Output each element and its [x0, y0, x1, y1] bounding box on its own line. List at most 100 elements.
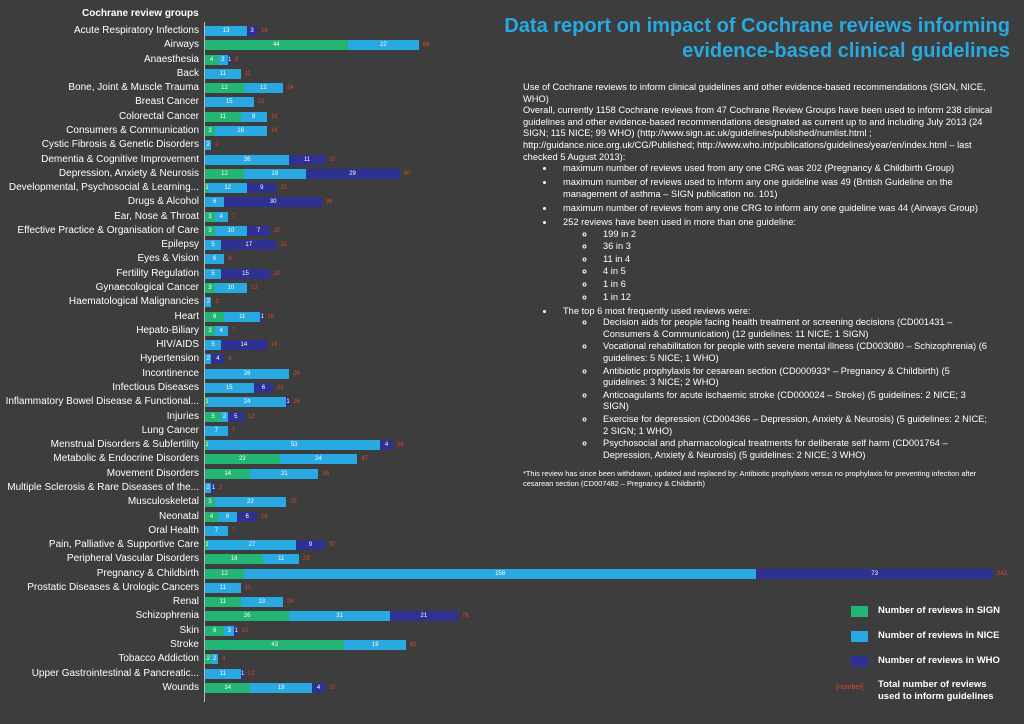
segment-label: 6 [213, 256, 217, 263]
total-label: 16 [260, 28, 268, 34]
category-label: Haematological Malignancies [68, 296, 199, 308]
category-label: Menstrual Disorders & Subfertility [50, 439, 199, 451]
total-label: 2 [215, 299, 219, 306]
sub-bullet: Psychosocial and pharmacological treatme… [595, 438, 993, 461]
segment-label: 19 [271, 170, 279, 177]
sub-bullet: Exercise for depression (CD004366 – Depr… [595, 414, 993, 437]
bar-segment [205, 354, 212, 365]
bar-segment [217, 54, 228, 65]
bar-segment [305, 168, 400, 179]
segment-label: 29 [349, 170, 356, 177]
total-label: 26 [293, 370, 300, 377]
total-label: 20 [273, 227, 281, 234]
segment-label: 6 [213, 627, 217, 634]
category-label: Tobacco Addiction [118, 653, 199, 665]
segment-label: 5 [211, 413, 215, 420]
category-label: Stroke [170, 639, 199, 651]
legend-swatch [851, 656, 868, 667]
segment-label: 3 [208, 327, 212, 334]
total-label: 13 [251, 285, 258, 292]
category-label: Pain, Palliative & Supportive Care [48, 539, 199, 551]
bar-segment [214, 325, 228, 336]
segment-label: 2 [222, 413, 227, 420]
segment-label: 26 [243, 370, 251, 377]
segment-label: 2 [206, 356, 210, 363]
segment-label: 30 [269, 199, 277, 206]
segment-label: 24 [243, 399, 251, 406]
total-label: 35 [322, 470, 330, 477]
category-label: Pregnancy & Childbirth [96, 567, 199, 579]
category-label: Injuries [166, 410, 199, 422]
bar-segment [247, 26, 257, 36]
bar-segment [205, 97, 254, 108]
bar-segment [289, 154, 325, 165]
category-label: Colorectal Cancer [118, 110, 199, 122]
bar-segment [205, 111, 241, 122]
segment-label: 4 [219, 213, 223, 220]
segment-label: 12 [224, 185, 232, 192]
bar-segment [205, 368, 290, 379]
bar-segment [211, 354, 225, 365]
bar-segment [260, 311, 264, 322]
bar-segment [243, 168, 306, 179]
bar-segment [205, 454, 280, 465]
bullet: 252 reviews have been used in more than … [555, 217, 993, 303]
segment-label: 11 [219, 70, 226, 77]
segment-label: 9 [260, 185, 264, 192]
bar-segment [247, 225, 270, 236]
segment-label: 27 [248, 542, 256, 549]
footnote: *This review has since been withdrawn, u… [523, 469, 977, 488]
bullet: maximum number of reviews used from any … [555, 163, 993, 175]
segment-label: 18 [230, 556, 238, 563]
category-label: Inflammatory Bowel Disease & Functional.… [5, 396, 199, 408]
bar-segment [205, 425, 228, 436]
bar-segment [208, 397, 287, 408]
category-label: Metabolic & Endocrine Disorders [53, 453, 199, 465]
segment-label: 12 [221, 170, 228, 177]
bar-segment [224, 625, 235, 636]
category-label: Consumers & Communication [66, 124, 199, 136]
segment-label: 3 [208, 127, 212, 134]
segment-label: 9 [308, 542, 313, 549]
sub-bullet: Decision aids for people facing health t… [595, 317, 993, 340]
bar-segment [250, 682, 312, 693]
bar-segment [344, 640, 407, 651]
bar-segment [205, 297, 212, 308]
segment-label: 44 [272, 42, 280, 49]
sub-bullet: 11 in 4 [595, 254, 993, 266]
segment-label: 19 [277, 684, 285, 691]
bar-segment [205, 68, 241, 79]
bar-segment [250, 468, 319, 479]
legend-total-symbol: [number] [836, 684, 864, 691]
segment-label: 3 [208, 213, 212, 220]
bar-segment [221, 411, 228, 422]
segment-label: 15 [225, 99, 233, 106]
bar-segment [221, 240, 277, 251]
total-label: 22 [280, 242, 288, 249]
total-label: 2 [215, 142, 219, 149]
segment-label: 3 [227, 627, 231, 634]
category-label: Renal [172, 596, 199, 608]
total-label: 22 [280, 185, 288, 192]
bar-segment [205, 154, 290, 165]
total-label: 58 [397, 442, 404, 449]
total-label: 243 [997, 570, 1008, 577]
bar-segment [205, 497, 215, 508]
bar-segment [205, 540, 209, 551]
segment-label: 3 [221, 56, 225, 63]
segment-label: 1 [228, 56, 232, 63]
segment-label: 1 [205, 399, 209, 406]
segment-label: 6 [226, 513, 230, 520]
total-label: 4 [221, 656, 226, 663]
total-label: 18 [267, 313, 275, 320]
total-label: 19 [270, 342, 278, 349]
category-label: HIV/AIDS [156, 339, 199, 351]
segment-label: 4 [209, 56, 214, 63]
segment-label: 1 [211, 484, 216, 491]
category-label: Effective Practice & Organisation of Car… [17, 224, 199, 236]
chart-title: Cochrane review groups [82, 8, 199, 19]
sub-bullet: Anticoagulants for acute ischaemic strok… [595, 390, 993, 413]
segment-label: 53 [290, 442, 298, 449]
bar-segment [227, 411, 244, 422]
legend-swatch [851, 606, 868, 617]
